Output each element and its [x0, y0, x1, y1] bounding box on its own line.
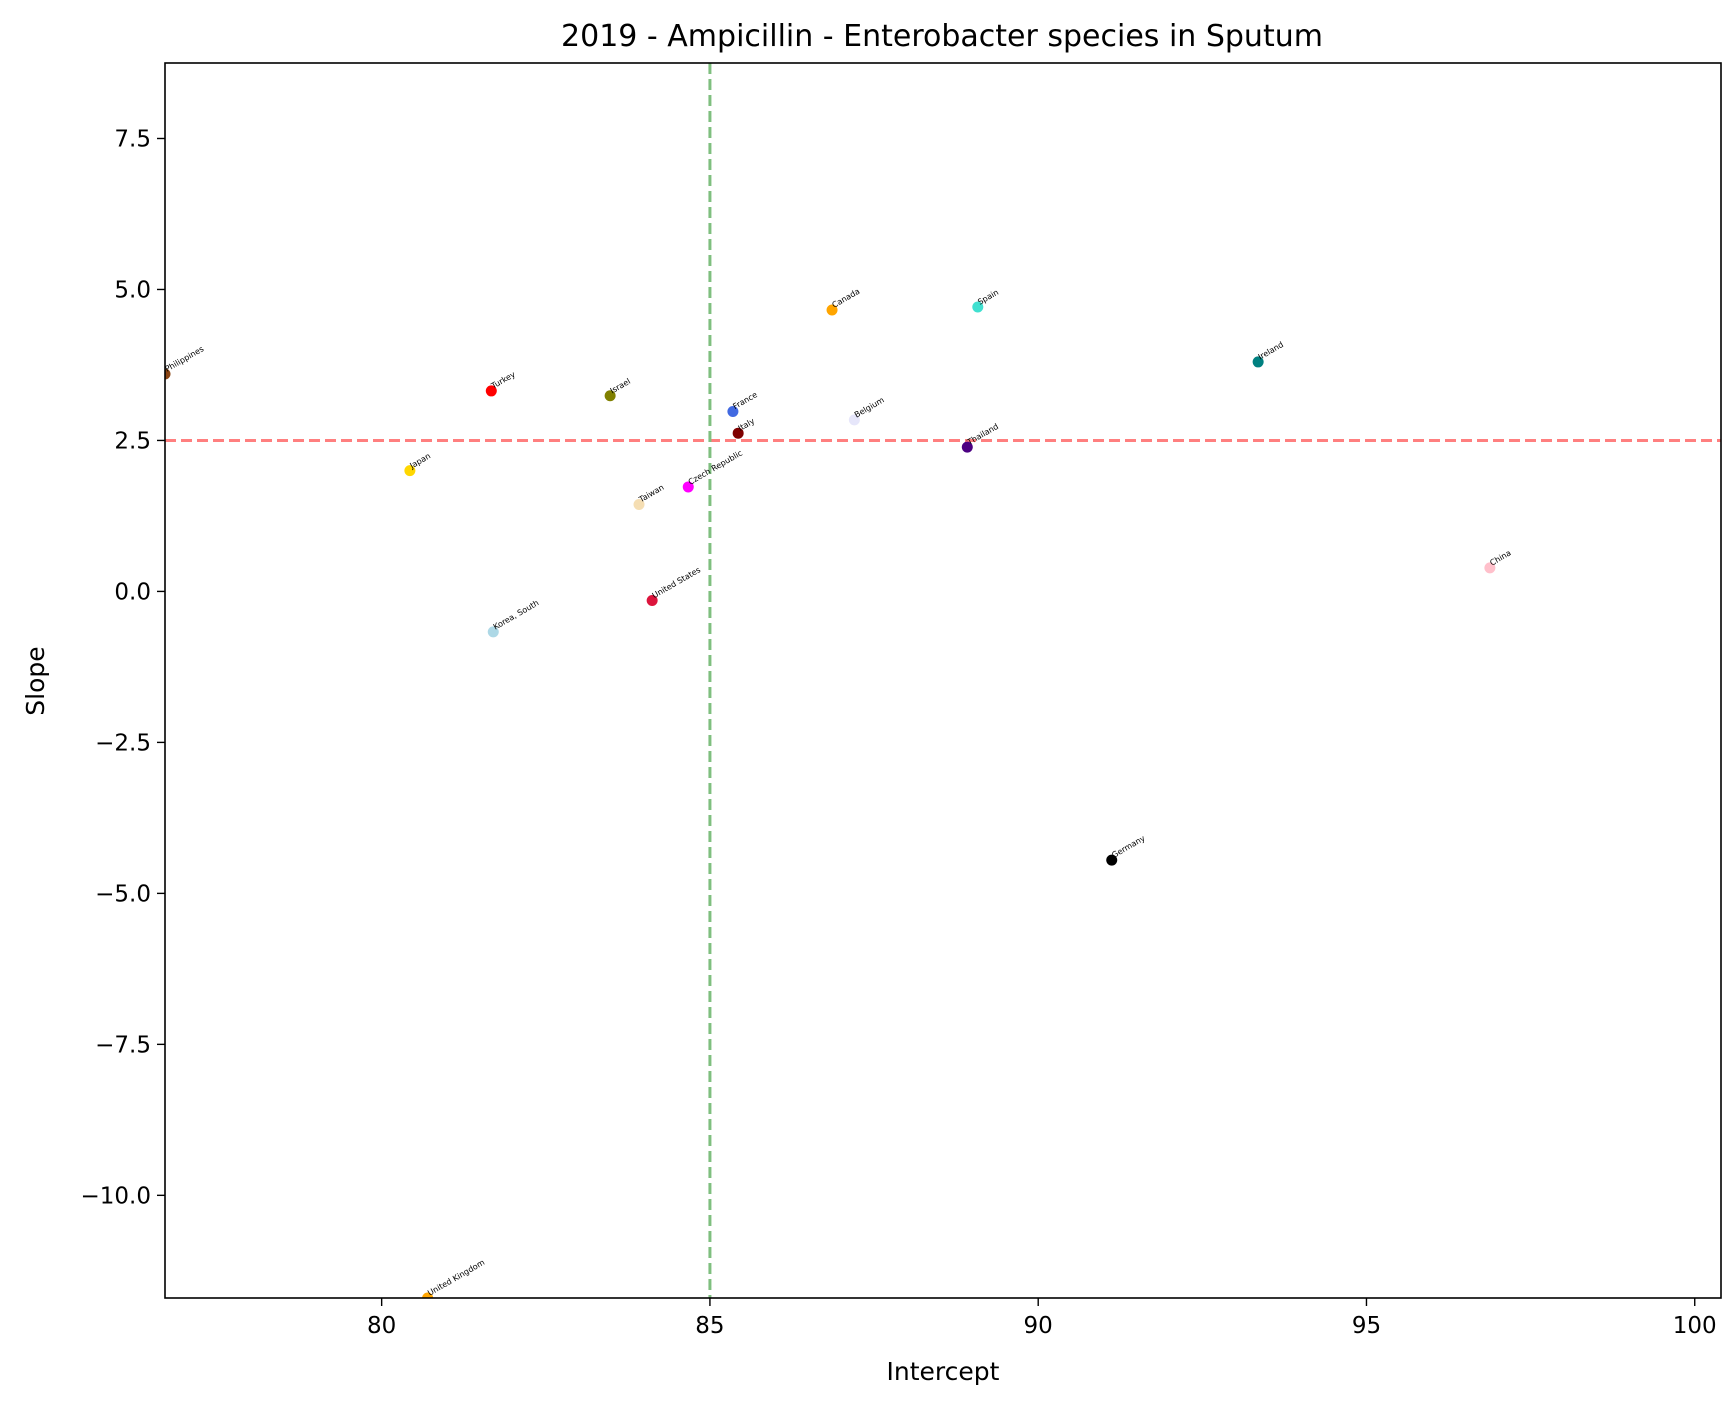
- data-point-spain: [972, 301, 984, 313]
- data-point-china: [1484, 562, 1496, 574]
- data-point-thailand: [961, 441, 973, 453]
- data-point-germany: [1106, 854, 1118, 866]
- y-tick-label: 7.5: [114, 126, 151, 152]
- y-tick-label: −10.0: [81, 1183, 151, 1209]
- plot-clip-group: [165, 63, 1721, 1298]
- data-point-czech-republic: [682, 481, 694, 493]
- data-point-philippines: [165, 368, 171, 380]
- x-tick-label: 85: [695, 1313, 724, 1339]
- data-point-taiwan: [633, 498, 645, 510]
- data-point-italy: [732, 427, 744, 439]
- data-point-ireland: [1252, 356, 1264, 368]
- data-point-turkey: [485, 385, 497, 397]
- data-point-korea-south: [487, 626, 499, 638]
- x-axis-title: Intercept: [887, 1357, 1000, 1386]
- data-point-belgium: [848, 414, 860, 426]
- x-tick-label: 90: [1024, 1313, 1053, 1339]
- y-tick-label: 5.0: [114, 277, 151, 303]
- chart-title: 2019 - Ampicillin - Enterobacter species…: [561, 19, 1323, 54]
- data-point-japan: [404, 465, 416, 477]
- plot-frame: [164, 62, 1722, 1299]
- y-tick-label: 2.5: [114, 428, 151, 454]
- data-point-france: [727, 405, 739, 417]
- data-point-israel: [604, 390, 616, 402]
- data-point-united-states: [646, 594, 658, 606]
- data-point-canada: [826, 304, 838, 316]
- y-tick-label: −2.5: [95, 730, 151, 756]
- y-axis-title: Slope: [21, 646, 50, 715]
- y-tick-label: −5.0: [95, 881, 151, 907]
- x-tick-label: 80: [367, 1313, 396, 1339]
- data-point-united-kingdom: [422, 1292, 434, 1298]
- y-tick-label: −7.5: [95, 1032, 151, 1058]
- x-tick-label: 100: [1673, 1313, 1717, 1339]
- y-tick-label: 0.0: [114, 579, 151, 605]
- x-tick-label: 95: [1352, 1313, 1381, 1339]
